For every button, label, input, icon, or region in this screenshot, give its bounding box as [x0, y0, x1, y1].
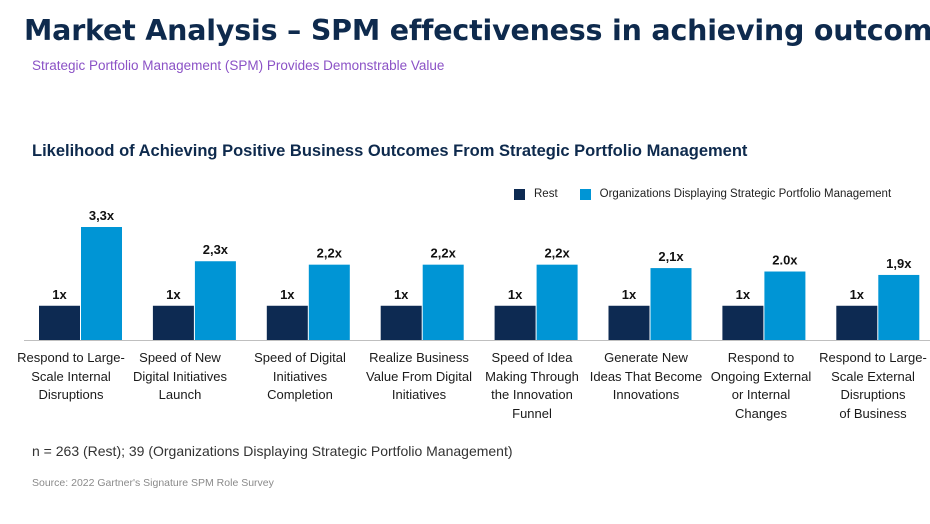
source-note: Source: 2022 Gartner's Signature SPM Rol…: [32, 477, 274, 489]
category-label-line: Value From Digital: [366, 368, 472, 384]
category-label-line: Digital Initiatives: [133, 368, 227, 384]
chart-title: Likelihood of Achieving Positive Busines…: [32, 142, 748, 160]
data-label-rest-6: 1x: [736, 287, 751, 302]
data-label-spm-6: 2.0x: [772, 253, 798, 268]
legend-item-spm: Organizations Displaying Strategic Portf…: [579, 188, 892, 200]
bar-spm-6: [764, 271, 806, 340]
data-label-rest-2: 1x: [280, 287, 295, 302]
category-label-0: Respond to Large- Scale Internal Disruptio…: [11, 349, 131, 405]
bar-spm-7: [878, 274, 920, 340]
category-label-line: Respond to Large-: [819, 350, 927, 365]
bar-spm-5: [650, 268, 692, 340]
category-label-line: Speed of New: [139, 350, 221, 365]
bar-rest-2: [266, 305, 308, 340]
bar-rest-0: [39, 305, 80, 340]
category-label-line: Disruptions: [840, 387, 906, 402]
legend-label-spm: Organizations Displaying Strategic Portf…: [599, 188, 892, 200]
bar-rest-3: [380, 305, 422, 340]
data-label-rest-1: 1x: [166, 287, 181, 302]
category-label-line: Initiatives: [391, 387, 447, 402]
data-label-rest-0: 1x: [52, 287, 67, 302]
page-subtitle: Strategic Portfolio Management (SPM) Pro…: [32, 58, 445, 73]
category-label-line: Realize Business: [369, 350, 469, 365]
category-label-line: Respond to: [727, 350, 795, 365]
bar-rest-6: [722, 305, 764, 340]
bar-spm-4: [536, 264, 578, 340]
data-label-rest-7: 1x: [850, 287, 865, 302]
category-label-line: Making Through: [485, 368, 579, 384]
category-label-line: Initiatives: [272, 368, 328, 384]
data-label-spm-2: 2,2x: [317, 246, 343, 261]
category-label-3: Realize Business Value From Digital Initia…: [359, 349, 479, 405]
category-label-6: Respond to Ongoing External or Internal Cha…: [701, 349, 821, 423]
category-label-line: Launch: [158, 387, 202, 402]
category-label-line: Ideas That Become: [589, 368, 703, 384]
category-label-line: Speed of Idea: [491, 350, 573, 365]
category-label-7: Respond to Large- Scale External Disruptio…: [818, 349, 928, 423]
category-label-5: Generate New Ideas That Become Innovations: [586, 349, 706, 405]
category-label-line: Disruptions: [38, 387, 104, 402]
data-label-rest-3: 1x: [394, 287, 409, 302]
category-label-line: or Internal: [731, 387, 791, 402]
category-label-4: Speed of Idea Making Through the Innovatio…: [472, 349, 592, 423]
chart-legend: Rest Organizations Displaying Strategic …: [514, 188, 913, 200]
data-label-spm-7: 1,9x: [886, 256, 912, 271]
category-label-2: Speed of Digital Initiatives Completion: [240, 349, 360, 405]
bar-rest-7: [836, 305, 878, 340]
page-title: Market Analysis – SPM effectiveness in a…: [24, 14, 930, 47]
legend-swatch-rest: [514, 188, 525, 200]
bar-spm-1: [194, 261, 236, 340]
data-label-spm-3: 2,2x: [431, 246, 457, 261]
category-label-line: Innovations: [612, 387, 680, 402]
data-label-rest-4: 1x: [508, 287, 523, 302]
bar-rest-1: [152, 305, 194, 340]
category-label-line: Speed of Digital: [254, 350, 346, 365]
bar-rest-4: [494, 305, 536, 340]
data-label-rest-5: 1x: [622, 287, 637, 302]
category-label-line: the Innovation: [491, 387, 573, 402]
bar-spm-3: [422, 264, 464, 340]
data-label-spm-1: 2,3x: [203, 242, 229, 257]
bar-spm-0: [81, 227, 122, 340]
category-label-line: Generate New: [604, 350, 688, 365]
category-label-1: Speed of New Digital Initiatives Launch: [120, 349, 240, 405]
category-label-line: Funnel: [512, 405, 552, 421]
legend-item-rest: Rest: [514, 188, 558, 200]
category-label-line: of Business: [839, 405, 907, 421]
sample-size-note: n = 263 (Rest); 39 (Organizations Displa…: [32, 443, 513, 459]
category-label-line: Changes: [734, 405, 788, 421]
data-label-spm-4: 2,2x: [544, 246, 570, 261]
category-label-line: Respond to Large-: [17, 350, 125, 365]
data-label-spm-5: 2,1x: [658, 249, 684, 264]
category-label-line: Completion: [267, 387, 333, 402]
category-label-line: Scale Internal: [31, 368, 111, 384]
category-label-line: Ongoing External: [710, 368, 812, 384]
data-label-spm-0: 3,3x: [89, 208, 115, 223]
legend-label-rest: Rest: [534, 188, 558, 200]
category-label-line: Scale External: [831, 368, 915, 384]
bar-rest-5: [608, 305, 650, 340]
bar-spm-2: [308, 264, 350, 340]
legend-swatch-spm: [579, 188, 591, 200]
